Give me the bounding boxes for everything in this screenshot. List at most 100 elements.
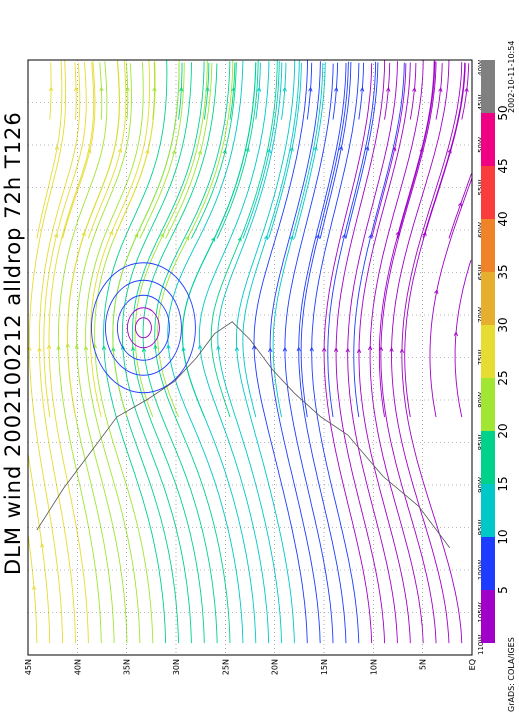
streamline-arrow [99, 86, 104, 92]
coastline-layer [36, 321, 451, 549]
streamline [216, 60, 259, 239]
streamline [49, 62, 52, 120]
streamline [306, 62, 313, 120]
streamline [253, 60, 308, 644]
colorbar-swatch [481, 378, 495, 431]
streamline [217, 62, 283, 644]
colorbar-swatch [481, 537, 495, 590]
streamline [165, 63, 213, 239]
streamline-arrow [256, 86, 262, 92]
latitude-tick-label: 25N [221, 659, 230, 675]
streamline [371, 63, 407, 239]
streamline [142, 63, 218, 644]
plot-title: DLM wind 2002100212 alldrop 72h T126 [1, 111, 25, 575]
streamline [178, 62, 183, 120]
streamline [323, 63, 373, 644]
streamline [152, 62, 156, 120]
streamline-arrow [231, 86, 236, 92]
colorbar [481, 60, 495, 643]
streamline [198, 61, 270, 644]
colorbar-labels: 5 10 15 20 25 30 35 40 45 50 [496, 105, 510, 593]
streamline-arrow [134, 232, 139, 238]
streamline-arrow [457, 201, 462, 207]
streamline-arrow [389, 346, 394, 352]
colorbar-label: 20 [496, 423, 510, 438]
streamline [461, 63, 470, 120]
anticyclone-streamline [126, 307, 160, 349]
streamline [332, 62, 338, 120]
latitude-tick-label: 30N [172, 659, 181, 675]
credit-text: GrADS: COLA/IGES [507, 637, 516, 712]
coastline [36, 321, 451, 549]
colorbar-label: 30 [496, 317, 510, 332]
streamline-arrow [268, 347, 273, 353]
colorbar-label: 10 [496, 529, 510, 544]
streamline-arrow [395, 230, 400, 236]
streamline [369, 60, 424, 644]
latitude-tick-label: 40N [73, 659, 82, 675]
streamline-arrow [434, 289, 439, 295]
streamline [335, 60, 386, 644]
latitude-tick-label: EQ [468, 659, 477, 670]
streamline-arrow [345, 347, 350, 353]
streamline [435, 63, 443, 120]
streamline-arrow [360, 86, 365, 92]
streamline-arrow [422, 231, 427, 237]
streamline [347, 61, 398, 644]
streamline [409, 62, 417, 120]
streamline-arrow [54, 232, 59, 238]
streamline-arrow [73, 86, 79, 92]
timestamp-text: 2002-10-11-10:54 [507, 41, 516, 113]
streamline-arrow [464, 87, 469, 93]
streamline-arrow [321, 346, 327, 352]
streamline-layer [27, 59, 473, 644]
colorbar-label: 35 [496, 264, 510, 279]
streamline [269, 61, 321, 644]
streamline-arrow [37, 346, 42, 352]
streamline [268, 62, 302, 239]
colorbar-swatch [481, 484, 495, 537]
streamline-arrow [108, 230, 113, 236]
streamline [358, 62, 411, 644]
streamline-arrow [334, 86, 339, 92]
streamline-arrow [81, 231, 86, 237]
streamline [391, 60, 450, 644]
streamline [103, 60, 168, 644]
streamline [401, 62, 463, 644]
streamline-arrow [245, 146, 250, 153]
streamline [99, 62, 103, 120]
streamline-arrow [313, 145, 318, 151]
streamline [319, 61, 352, 239]
streamline [210, 60, 278, 418]
streamline [113, 61, 156, 239]
streamline-arrow [130, 346, 136, 352]
streamline-arrow [48, 86, 54, 92]
streamline-arrow [179, 86, 184, 92]
streamline [167, 60, 244, 644]
colorbar-label: 45 [496, 158, 510, 173]
colorbar-swatch [481, 431, 495, 484]
streamline-arrow [282, 346, 288, 352]
streamline-arrow [216, 345, 221, 351]
map-frame [27, 59, 473, 656]
streamline [76, 63, 132, 644]
streamline-arrow [205, 86, 210, 92]
colorbar-swatch [481, 60, 495, 113]
streamline-arrow [83, 345, 89, 351]
streamline [448, 173, 472, 239]
streamline-arrow [447, 148, 452, 154]
streamline [89, 59, 150, 418]
streamline-arrow [264, 234, 269, 240]
streamline [284, 63, 334, 644]
streamline [87, 60, 127, 239]
streamline [36, 60, 63, 239]
streamline-arrow [296, 346, 301, 352]
streamline [57, 61, 108, 644]
streamline-arrow [197, 149, 203, 155]
streamline-arrow [338, 145, 344, 151]
streamline-arrow [74, 343, 79, 349]
latitude-tick-label: 35N [123, 659, 132, 675]
streamline-arrow [101, 345, 107, 350]
latitude-tick-labels: 45N 40N 35N 30N 25N 20N 15N 10N 5N EQ [24, 659, 477, 675]
